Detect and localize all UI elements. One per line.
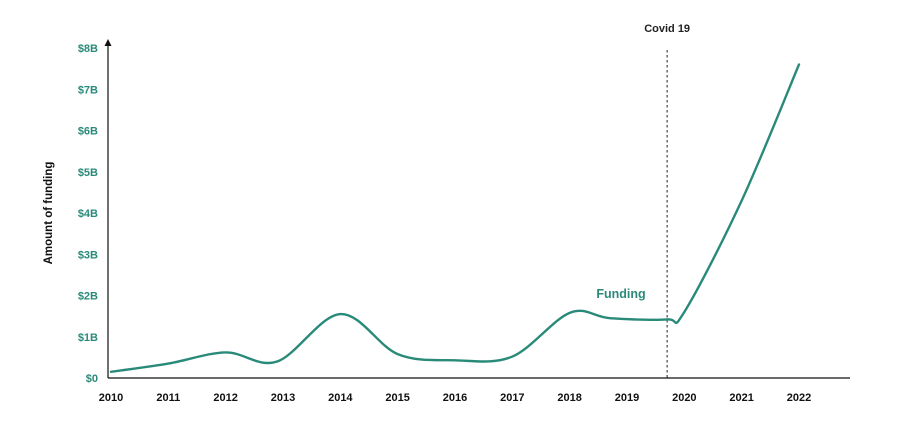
x-tick-label: 2017 [500,392,524,404]
y-tick-label: $4B [78,208,98,220]
covid-annotation-label: Covid 19 [644,23,690,35]
x-tick-label: 2018 [557,392,581,404]
x-tick-label: 2015 [385,392,409,404]
x-tick-label: 2012 [213,392,237,404]
x-tick-label: 2011 [156,392,180,404]
y-tick-label: $2B [78,291,98,303]
funding-series-label: Funding [596,287,645,301]
x-tick-label: 2010 [99,392,123,404]
x-tick-label: 2014 [328,392,353,404]
y-tick-label: $8B [78,43,98,55]
x-tick-label: 2021 [729,392,753,404]
x-tick-label: 2016 [443,392,467,404]
annotations: Covid 19 [644,23,690,378]
x-tick-label: 2020 [672,392,696,404]
y-tick-label: $7B [78,84,98,96]
y-tick-label: $0 [86,373,98,385]
y-tick-label: $5B [78,167,98,179]
series-group: Funding [109,63,801,374]
y-tick-label: $6B [78,126,98,138]
y-axis-arrow-icon [104,39,112,46]
funding-series-line [109,63,801,374]
x-axis: 2010 2011 2012 2013 2014 2015 2016 2017 2018 2019… [99,377,850,404]
y-axis: $0 $1B $2B $3B $4B $5B $6B $7B $8B [78,39,112,385]
x-tick-label: 2013 [271,392,295,404]
y-tick-label: $3B [78,249,98,261]
x-tick-label: 2022 [787,392,811,404]
y-tick-label: $1B [78,332,98,344]
x-tick-label: 2019 [615,392,639,404]
y-axis-label: Amount of funding [43,162,55,265]
